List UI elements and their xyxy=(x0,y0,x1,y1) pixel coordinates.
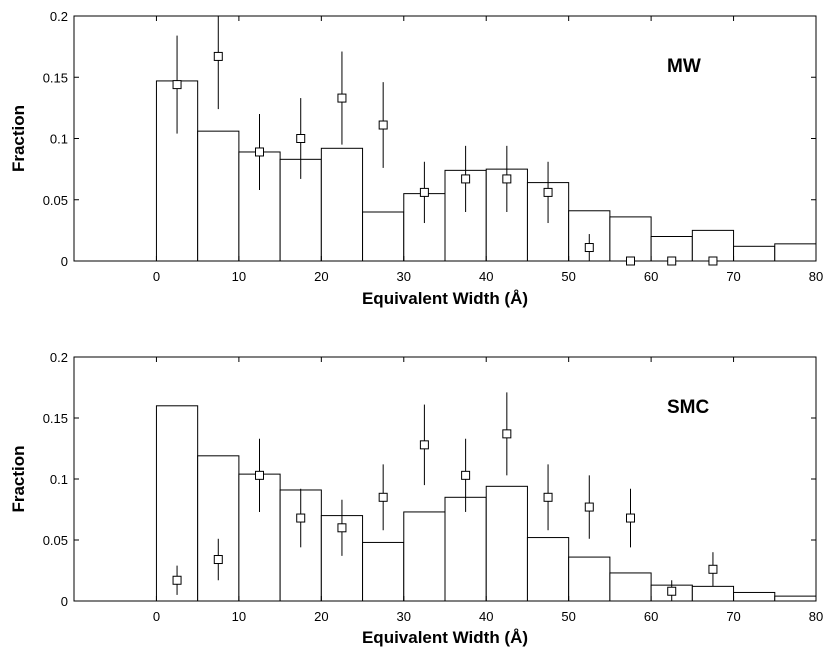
mw-data-point xyxy=(172,80,182,90)
smc-data-point xyxy=(626,513,635,523)
mw-histogram-bar xyxy=(320,147,364,262)
smc-panel: 0 0.05 0.1 0.15 0.2 0 10 20 30 40 50 60 70 80 SMC Eq… xyxy=(9,350,823,647)
mw-x-tick-label: 40 xyxy=(479,269,493,284)
mw-data-point xyxy=(584,243,594,253)
smc-data-point xyxy=(543,492,553,502)
smc-x-tick-label: 40 xyxy=(479,609,493,624)
mw-histogram-bar xyxy=(609,216,652,262)
smc-x-tick-label: 50 xyxy=(561,609,575,624)
smc-histogram-bar xyxy=(774,595,817,602)
smc-data-point xyxy=(378,492,388,502)
mw-histogram-bar xyxy=(197,130,240,262)
smc-data-point xyxy=(255,470,264,480)
smc-x-tick-label: 20 xyxy=(314,609,328,624)
smc-histogram-bar xyxy=(691,585,735,602)
mw-x-tick-label: 10 xyxy=(232,269,246,284)
smc-histogram xyxy=(155,405,817,602)
smc-histogram-bar xyxy=(444,496,487,602)
mw-x-tick-label: 30 xyxy=(397,269,411,284)
mw-x-tick-label: 60 xyxy=(644,269,658,284)
smc-histogram-bar xyxy=(362,541,405,602)
mw-data-point xyxy=(378,120,388,130)
mw-y-tick-label: 0.1 xyxy=(50,132,68,147)
mw-data-points xyxy=(172,16,718,266)
smc-data-point xyxy=(708,564,718,574)
smc-y-tick-label: 0.05 xyxy=(43,533,68,548)
mw-data-point xyxy=(213,51,223,61)
mw-data-point xyxy=(502,174,512,184)
smc-data-points xyxy=(172,392,718,601)
smc-data-point xyxy=(461,470,471,480)
mw-data-point xyxy=(419,187,429,197)
smc-x-axis-title: Equivalent Width (Å) xyxy=(362,628,528,647)
smc-x-tick-label: 30 xyxy=(397,609,411,624)
smc-x-axis: 0 10 20 30 40 50 60 70 80 xyxy=(153,357,823,624)
smc-x-tick-label: 60 xyxy=(644,609,658,624)
smc-histogram-bar xyxy=(568,556,611,602)
mw-panel-label: MW xyxy=(667,56,701,77)
smc-x-tick-label: 0 xyxy=(153,609,160,624)
smc-histogram-bar xyxy=(733,591,776,602)
mw-histogram xyxy=(155,80,817,262)
mw-x-tick-label: 80 xyxy=(809,269,823,284)
mw-x-axis: 0 10 20 30 40 50 60 70 80 xyxy=(153,16,823,284)
mw-y-axis-title: Fraction xyxy=(9,105,28,172)
smc-histogram-bar xyxy=(403,511,446,602)
smc-panel-label: SMC xyxy=(667,397,710,418)
mw-x-axis-title: Equivalent Width (Å) xyxy=(362,289,528,308)
mw-data-point xyxy=(708,256,718,266)
smc-y-tick-label: 0.2 xyxy=(50,350,68,365)
smc-histogram-bar xyxy=(526,537,570,602)
mw-data-point xyxy=(461,174,471,184)
smc-data-point xyxy=(502,429,512,439)
mw-data-point xyxy=(667,256,677,266)
mw-panel: 0 0.05 0.1 0.15 0.2 0 10 20 30 40 50 60 70 80 MW Equ… xyxy=(9,9,823,308)
smc-histogram-bar xyxy=(485,485,528,602)
smc-y-tick-label: 0 xyxy=(61,594,68,609)
mw-x-tick-label: 20 xyxy=(314,269,328,284)
mw-histogram-bar xyxy=(691,229,735,262)
mw-histogram-bar xyxy=(774,243,817,262)
mw-data-point xyxy=(626,256,635,266)
mw-data-point xyxy=(543,187,553,197)
smc-y-axis: 0 0.05 0.1 0.15 0.2 xyxy=(43,350,816,609)
smc-y-tick-label: 0.15 xyxy=(43,411,68,426)
smc-data-point xyxy=(584,502,594,512)
smc-data-point xyxy=(296,513,306,523)
smc-data-point xyxy=(213,555,223,565)
mw-x-tick-label: 0 xyxy=(153,269,160,284)
smc-y-tick-label: 0.1 xyxy=(50,472,68,487)
mw-data-point xyxy=(337,93,347,103)
smc-x-tick-label: 10 xyxy=(232,609,246,624)
mw-y-axis: 0 0.05 0.1 0.15 0.2 xyxy=(43,9,816,269)
mw-histogram-bar xyxy=(733,245,776,262)
mw-y-tick-label: 0.2 xyxy=(50,9,68,24)
smc-x-tick-label: 80 xyxy=(809,609,823,624)
mw-data-point xyxy=(255,147,264,157)
smc-data-point xyxy=(337,523,347,533)
mw-y-tick-label: 0.05 xyxy=(43,193,68,208)
mw-data-point xyxy=(296,134,306,143)
smc-data-point xyxy=(172,575,182,585)
smc-x-tick-label: 70 xyxy=(726,609,740,624)
mw-x-tick-label: 70 xyxy=(726,269,740,284)
smc-histogram-bar xyxy=(609,572,652,602)
smc-data-point xyxy=(419,440,429,450)
mw-y-tick-label: 0 xyxy=(61,254,68,269)
mw-histogram-bar xyxy=(362,211,405,262)
smc-y-axis-title: Fraction xyxy=(9,445,28,512)
mw-y-tick-label: 0.15 xyxy=(43,70,68,85)
mw-x-tick-label: 50 xyxy=(561,269,575,284)
smc-data-point xyxy=(667,586,677,596)
mw-histogram-bar xyxy=(444,169,487,262)
